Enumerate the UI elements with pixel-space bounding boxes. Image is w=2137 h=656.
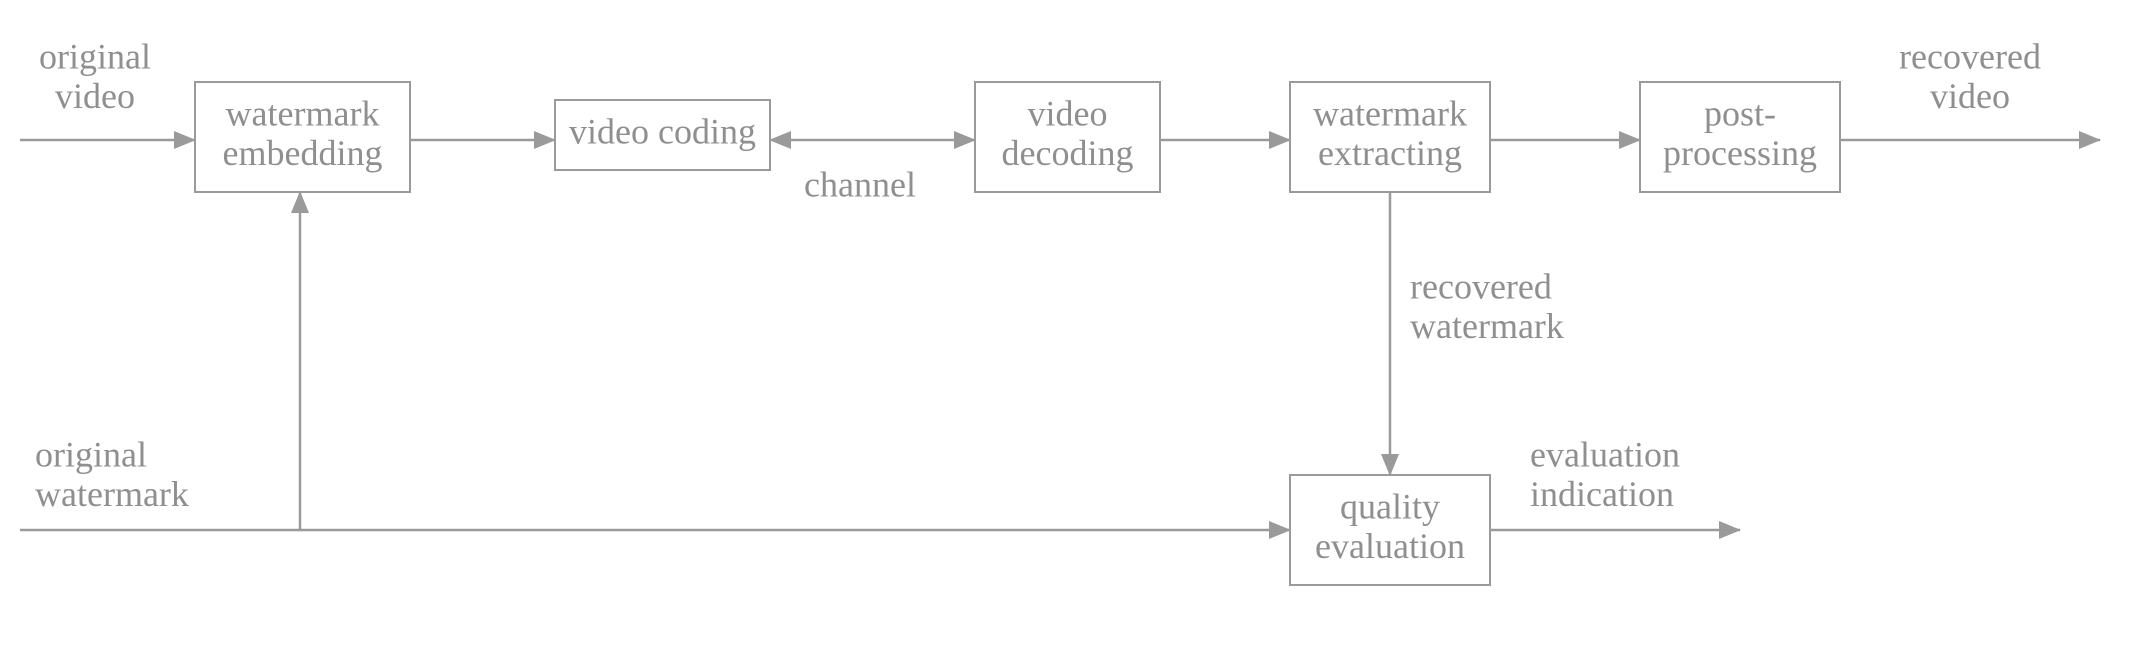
node-n_coding: video coding [555, 100, 770, 170]
label-l_origwm: original [35, 434, 147, 474]
label-l_recwm: recovered [1410, 266, 1552, 306]
label-l_origwm: watermark [35, 474, 189, 514]
node-label: quality [1340, 486, 1440, 526]
node-n_qual: qualityevaluation [1290, 475, 1490, 585]
label-l_channel: channel [804, 164, 916, 204]
label-l_recwm: watermark [1410, 306, 1564, 346]
label-l_origvid: original [39, 36, 151, 76]
node-n_embed: watermarkembedding [195, 82, 410, 192]
node-n_decode: videodecoding [975, 82, 1160, 192]
node-label: post- [1704, 93, 1776, 133]
node-label: watermark [226, 93, 380, 133]
label-l_evalind: evaluation [1530, 434, 1680, 474]
label-l_origvid: video [55, 76, 135, 116]
node-n_extract: watermarkextracting [1290, 82, 1490, 192]
node-label: extracting [1318, 133, 1462, 173]
node-label: evaluation [1315, 526, 1465, 566]
label-l_recvid: video [1930, 76, 2010, 116]
node-label: watermark [1313, 93, 1467, 133]
node-label: video coding [569, 111, 756, 151]
node-label: processing [1663, 133, 1817, 173]
flowchart-canvas: watermarkembeddingvideo codingvideodecod… [0, 0, 2137, 656]
label-l_recvid: recovered [1899, 36, 2041, 76]
node-label: video [1028, 93, 1108, 133]
node-label: decoding [1002, 133, 1134, 173]
node-n_post: post-processing [1640, 82, 1840, 192]
node-label: embedding [223, 133, 383, 173]
label-l_evalind: indication [1530, 474, 1674, 514]
